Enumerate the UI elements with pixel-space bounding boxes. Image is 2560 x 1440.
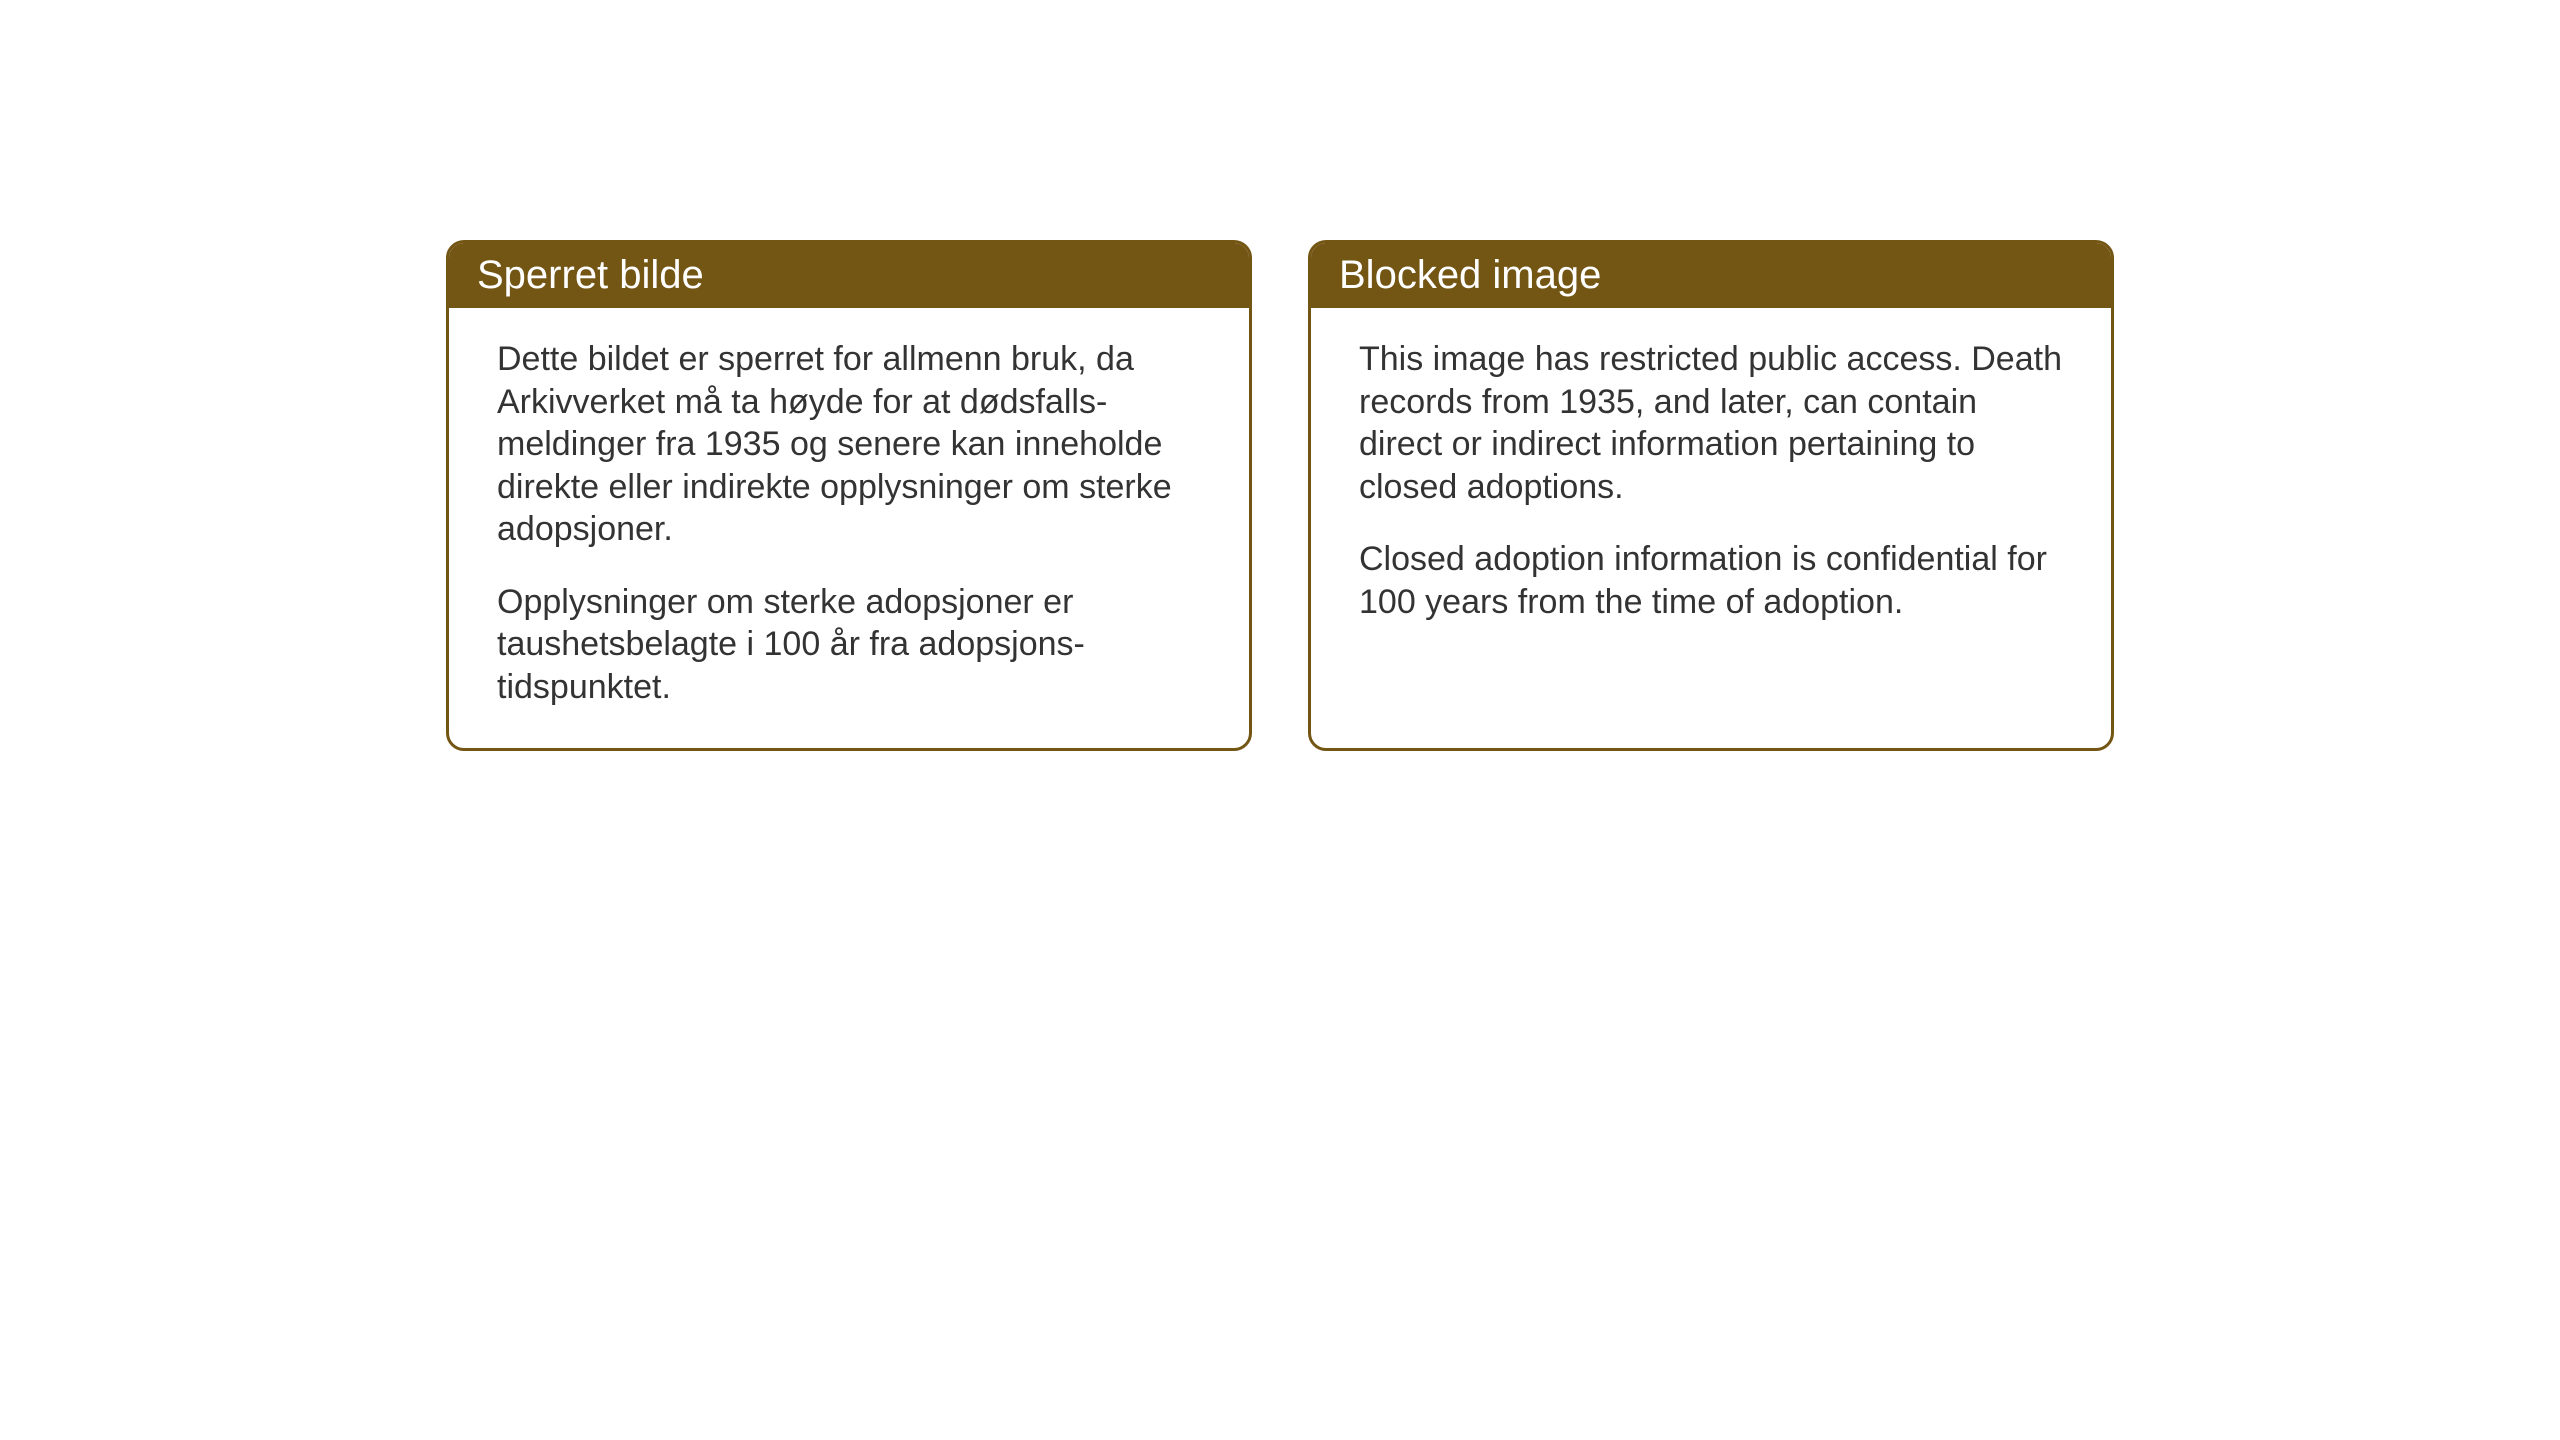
card-norwegian: Sperret bilde Dette bildet er sperret fo… <box>446 240 1252 751</box>
card-norwegian-title: Sperret bilde <box>477 253 704 297</box>
card-english-header: Blocked image <box>1311 243 2111 308</box>
card-english-title: Blocked image <box>1339 253 1601 297</box>
card-english: Blocked image This image has restricted … <box>1308 240 2114 751</box>
card-english-paragraph-1: This image has restricted public access.… <box>1359 338 2063 508</box>
card-norwegian-body: Dette bildet er sperret for allmenn bruk… <box>449 308 1249 748</box>
card-norwegian-paragraph-1: Dette bildet er sperret for allmenn bruk… <box>497 338 1201 551</box>
card-norwegian-paragraph-2: Opplysninger om sterke adopsjoner er tau… <box>497 581 1201 709</box>
card-norwegian-header: Sperret bilde <box>449 243 1249 308</box>
cards-container: Sperret bilde Dette bildet er sperret fo… <box>446 240 2114 751</box>
card-english-paragraph-2: Closed adoption information is confident… <box>1359 538 2063 623</box>
card-english-body: This image has restricted public access.… <box>1311 308 2111 663</box>
